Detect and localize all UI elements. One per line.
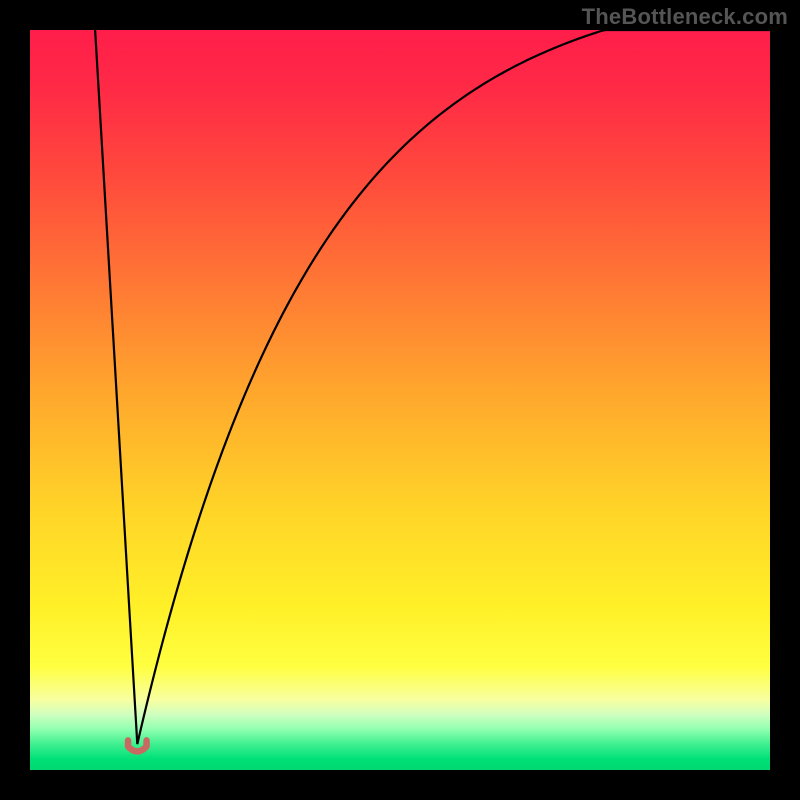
chart-container: TheBottleneck.com bbox=[0, 0, 800, 800]
bottleneck-chart bbox=[0, 0, 800, 800]
watermark-text: TheBottleneck.com bbox=[582, 4, 788, 30]
